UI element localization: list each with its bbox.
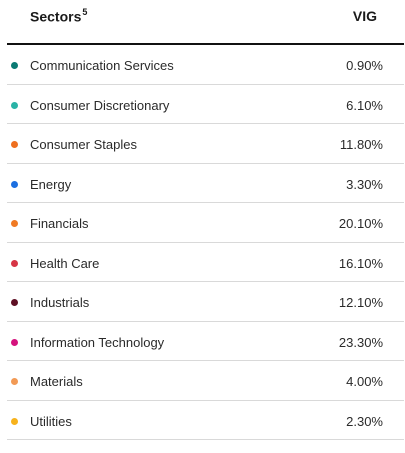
sector-name: Industrials	[30, 295, 90, 310]
table-row: Information Technology 23.30%	[7, 322, 404, 361]
sector-color-dot	[11, 62, 18, 69]
table-row: Utilities 2.30%	[7, 401, 404, 440]
sector-rows: Communication Services 0.90% Consumer Di…	[0, 45, 405, 440]
sector-name: Energy	[30, 176, 72, 192]
table-row: Financials 20.10%	[7, 203, 404, 243]
sectors-column-header: Sectors5	[30, 7, 88, 25]
sector-color-dot	[11, 220, 18, 227]
sector-weight: 23.30%	[338, 334, 383, 350]
sector-color-dot	[11, 180, 18, 188]
table-row: Health Care 16.10%	[7, 243, 404, 282]
sector-name: Consumer Staples	[30, 137, 137, 152]
table-row: Energy 3.30%	[7, 164, 404, 203]
header-divider	[7, 43, 404, 45]
sector-weight: 12.10%	[338, 295, 383, 310]
sector-weight: 16.10%	[338, 255, 383, 271]
sector-color-dot	[11, 259, 18, 267]
sectors-header-label: Sectors	[30, 8, 82, 25]
table-row: Consumer Discretionary 6.10%	[7, 85, 404, 124]
table-row: Industrials 12.10%	[7, 282, 404, 322]
table-row: Consumer Staples 11.80%	[7, 124, 404, 164]
sector-weight: 0.90%	[346, 58, 383, 73]
sector-weight: 6.10%	[346, 97, 383, 113]
sector-weight: 4.00%	[346, 374, 383, 389]
sector-color-dot	[11, 338, 18, 346]
table-row: Materials 4.00%	[7, 361, 404, 401]
sector-color-dot	[11, 378, 18, 385]
sector-name: Utilities	[30, 413, 72, 429]
sector-color-dot	[11, 101, 18, 109]
sector-name: Consumer Discretionary	[30, 97, 170, 113]
sector-weight: 11.80%	[339, 137, 383, 152]
sector-color-dot	[11, 417, 18, 425]
sector-name: Communication Services	[30, 58, 174, 73]
sector-name: Health Care	[30, 255, 100, 271]
sector-color-dot	[11, 299, 18, 306]
fund-column-header: VIG	[352, 8, 377, 24]
sector-color-dot	[11, 141, 18, 148]
table-header: Sectors5 VIG	[0, 0, 405, 45]
sector-weight: 3.30%	[346, 176, 383, 192]
sector-weight: 20.10%	[338, 216, 383, 231]
sector-weight: 2.30%	[346, 413, 383, 429]
sectors-footnote-marker[interactable]: 5	[82, 7, 88, 17]
sector-name: Financials	[30, 216, 89, 231]
table-row: Communication Services 0.90%	[7, 45, 404, 85]
sector-name: Information Technology	[30, 334, 165, 350]
sector-name: Materials	[30, 374, 83, 389]
